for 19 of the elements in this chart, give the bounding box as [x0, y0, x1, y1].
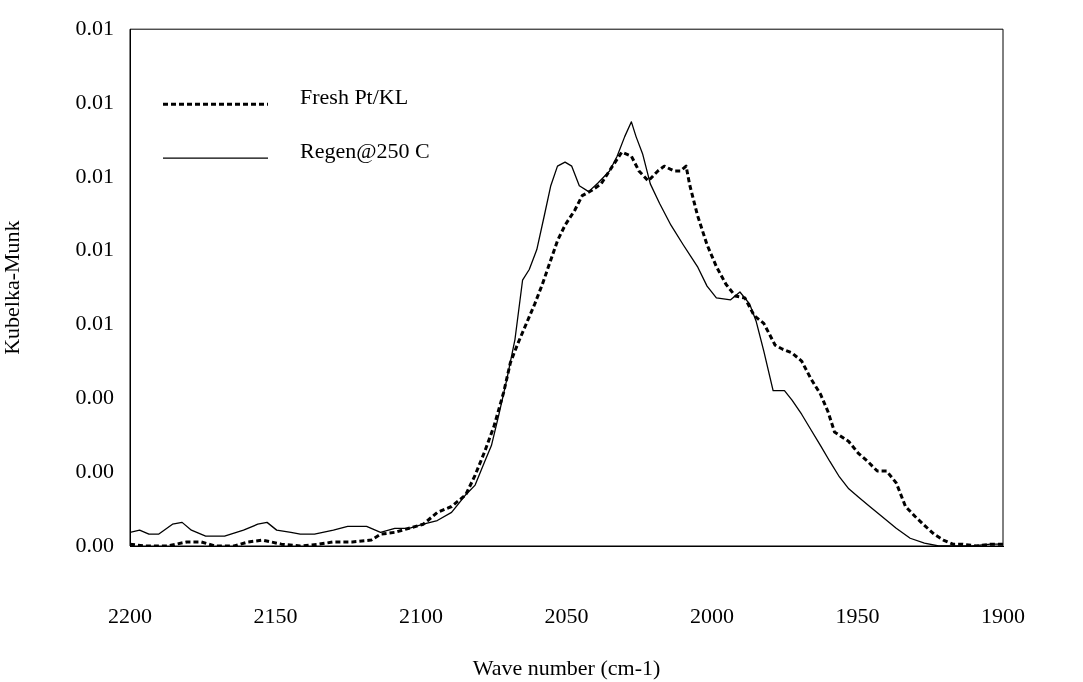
y-tick-label: 0.00 [75, 531, 114, 557]
y-tick-label: 0.00 [75, 384, 114, 410]
x-tick-label: 2100 [399, 602, 443, 628]
y-tick-label: 0.01 [75, 310, 114, 336]
y-tick-label: 0.01 [75, 236, 114, 262]
y-tick-label: 0.01 [75, 14, 114, 40]
y-axis-title: Kubelka-Munk [0, 220, 24, 355]
x-axis-title: Wave number (cm-1) [472, 654, 661, 680]
x-tick-label: 2050 [544, 602, 589, 628]
x-tick-label: 2000 [690, 602, 734, 628]
y-tick-label: 0.00 [75, 457, 114, 483]
x-tick-label: 2150 [253, 602, 298, 628]
legend-label: Regen@250 C [300, 137, 430, 163]
legend-label: Fresh Pt/KL [300, 83, 409, 109]
y-tick-label: 0.01 [75, 162, 114, 188]
x-tick-label: 2200 [108, 602, 152, 628]
x-tick-label: 1900 [981, 602, 1025, 628]
x-tick-label: 1950 [835, 602, 880, 628]
y-tick-label: 0.01 [75, 88, 114, 114]
